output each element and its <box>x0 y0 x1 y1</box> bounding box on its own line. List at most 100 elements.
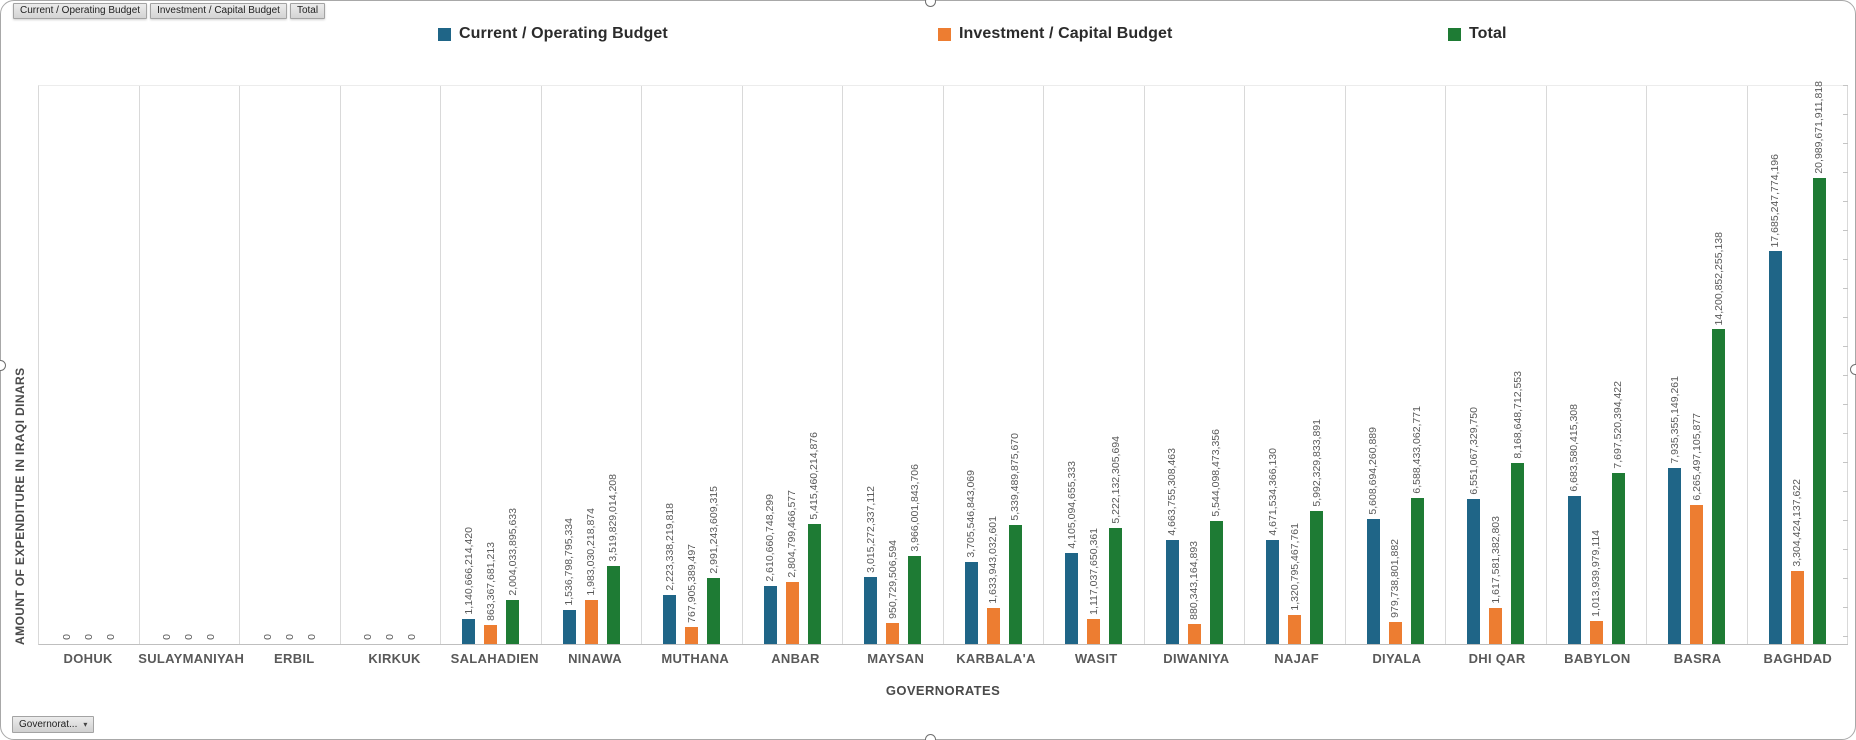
bar-investment-capital[interactable] <box>1388 622 1402 644</box>
bar-investment-capital[interactable] <box>1690 505 1704 644</box>
category-label: ERBIL <box>274 651 315 666</box>
bar-value-label: 3,519,829,014,208 <box>607 474 619 562</box>
bar-investment-capital[interactable] <box>1489 608 1503 644</box>
field-button-investment-capital[interactable]: Investment / Capital Budget <box>150 3 287 19</box>
bar-current-operating[interactable] <box>1467 499 1481 644</box>
bar-value-label: 0 <box>305 634 318 640</box>
selection-handle-right[interactable] <box>1850 364 1856 375</box>
category-label: ANBAR <box>771 651 820 666</box>
bar-investment-capital[interactable] <box>1288 615 1302 644</box>
bar-with-label: 17,685,247,774,196 <box>1768 154 1782 644</box>
bar-total[interactable] <box>606 566 620 644</box>
selection-handle-left[interactable] <box>0 360 6 371</box>
bar-total[interactable] <box>1812 178 1826 644</box>
bar-investment-capital[interactable] <box>1187 624 1201 644</box>
bar-group: 4,671,534,366,130 1,320,795,467,761 5,992,… <box>1245 86 1346 644</box>
bar-value-label: 0 <box>384 634 396 640</box>
bar-current-operating[interactable] <box>1065 553 1079 644</box>
bar-investment-capital[interactable] <box>1589 621 1603 644</box>
bar-total[interactable] <box>1209 521 1223 644</box>
bar-value-label: 0 <box>161 634 173 640</box>
bar-total[interactable] <box>506 600 520 644</box>
field-button-total[interactable]: Total <box>289 3 326 19</box>
bar-total[interactable] <box>1611 473 1625 644</box>
bar-current-operating[interactable] <box>964 562 978 644</box>
bar-with-label: 863,367,681,213 <box>484 542 498 644</box>
bar-value-label: 1,320,795,467,761 <box>1288 523 1301 611</box>
bar-value-label: 1,633,943,032,601 <box>987 516 999 604</box>
bar-with-label: 4,105,094,655,333 <box>1065 461 1079 644</box>
bar-with-label: 7,697,520,394,422 <box>1611 381 1625 644</box>
bar-total[interactable] <box>1109 528 1123 644</box>
bar-investment-capital[interactable] <box>886 623 900 644</box>
selection-handle-top[interactable] <box>925 0 936 7</box>
bar-investment-capital[interactable] <box>785 582 799 644</box>
governorate-filter-dropdown[interactable]: Governorat... ▾ <box>12 716 95 733</box>
legend-item-investment-capital[interactable]: Investment / Capital Budget <box>938 25 1172 43</box>
bar-value-label: 950,729,506,594 <box>886 540 899 619</box>
bar-value-label: 0 <box>60 634 73 640</box>
bar-total[interactable] <box>1310 511 1324 644</box>
bar-total[interactable] <box>1008 525 1022 644</box>
bar-with-label: 5,415,460,214,876 <box>807 432 821 644</box>
bar-investment-capital[interactable] <box>1087 619 1101 644</box>
bar-with-label: 1,320,795,467,761 <box>1288 523 1302 644</box>
bar-total[interactable] <box>807 524 821 644</box>
bar-with-label: 4,663,755,308,463 <box>1165 448 1179 644</box>
pivot-field-buttons: Current / Operating Budget Investment / … <box>13 3 326 19</box>
category-label: DIYALA <box>1372 651 1422 666</box>
bar-investment-capital[interactable] <box>484 625 498 644</box>
bar-group: 17,685,247,774,196 3,304,424,137,622 20,98… <box>1748 81 1848 644</box>
legend-swatch-investment-capital <box>938 27 951 41</box>
governorate-filter-label: Governorat... <box>19 719 78 730</box>
bar-with-label: 3,015,272,337,112 <box>864 486 878 644</box>
x-axis-title: GOVERNORATES <box>885 683 1001 698</box>
legend-item-current-operating[interactable]: Current / Operating Budget <box>438 25 668 43</box>
bar-current-operating[interactable] <box>1366 519 1380 644</box>
bar-group: 3,015,272,337,112 950,729,506,594 3,966,00… <box>843 86 944 644</box>
legend-item-total[interactable]: Total <box>1448 25 1507 43</box>
bar-total[interactable] <box>1511 463 1525 644</box>
bar-group: 0 0 0 <box>39 86 140 644</box>
bar-value-label: 2,804,799,466,577 <box>786 490 798 578</box>
bar-total[interactable] <box>1410 498 1424 644</box>
bar-group: 4,663,755,308,463 880,343,164,893 5,544,09… <box>1145 86 1245 644</box>
bar-current-operating[interactable] <box>1567 496 1581 644</box>
bar-group: 6,551,067,329,750 1,617,581,382,803 8,168,… <box>1446 86 1547 644</box>
bar-total[interactable] <box>707 578 721 644</box>
bar-current-operating[interactable] <box>663 595 677 644</box>
bar-current-operating[interactable] <box>763 586 777 644</box>
field-button-current-operating[interactable]: Current / Operating Budget <box>13 3 148 19</box>
bar-current-operating[interactable] <box>562 610 576 644</box>
bar-current-operating[interactable] <box>1165 540 1179 644</box>
bar-value-label: 20,989,671,911,818 <box>1813 81 1825 174</box>
bar-value-label: 880,343,164,893 <box>1188 541 1200 620</box>
bar-group: 5,608,694,260,889 979,738,801,882 6,588,43… <box>1346 86 1446 644</box>
bar-current-operating[interactable] <box>462 619 476 644</box>
bar-investment-capital[interactable] <box>685 627 699 644</box>
bar-total[interactable] <box>1712 329 1726 644</box>
bar-investment-capital[interactable] <box>584 600 598 644</box>
bar-investment-capital[interactable] <box>986 608 1000 644</box>
bar-current-operating[interactable] <box>1768 251 1782 644</box>
legend-label-total: Total <box>1469 25 1507 42</box>
bar-investment-capital[interactable] <box>1790 571 1804 644</box>
selection-handle-bottom[interactable] <box>925 734 936 740</box>
bar-with-label: 0 <box>104 634 117 644</box>
dropdown-arrow-icon: ▾ <box>83 720 88 729</box>
bar-with-label: 3,966,001,843,706 <box>908 464 922 644</box>
bar-current-operating[interactable] <box>1266 540 1280 644</box>
bar-with-label: 2,223,338,219,818 <box>663 503 677 644</box>
bar-current-operating[interactable] <box>1668 468 1682 644</box>
bar-with-label: 0 <box>384 634 397 644</box>
bar-with-label: 5,608,694,260,889 <box>1366 427 1380 644</box>
bar-total[interactable] <box>908 556 922 644</box>
bar-with-label: 7,935,355,149,261 <box>1668 376 1682 644</box>
bar-with-label: 1,140,666,214,420 <box>462 527 476 644</box>
bar-group: 4,105,094,655,333 1,117,037,650,361 5,222,… <box>1044 86 1145 644</box>
bar-value-label: 4,671,534,366,130 <box>1266 448 1279 536</box>
bar-with-label: 1,617,581,382,803 <box>1489 516 1503 644</box>
bar-current-operating[interactable] <box>864 577 878 644</box>
bar-value-label: 3,966,001,843,706 <box>908 464 921 552</box>
category-label: DIWANIYA <box>1163 651 1230 666</box>
